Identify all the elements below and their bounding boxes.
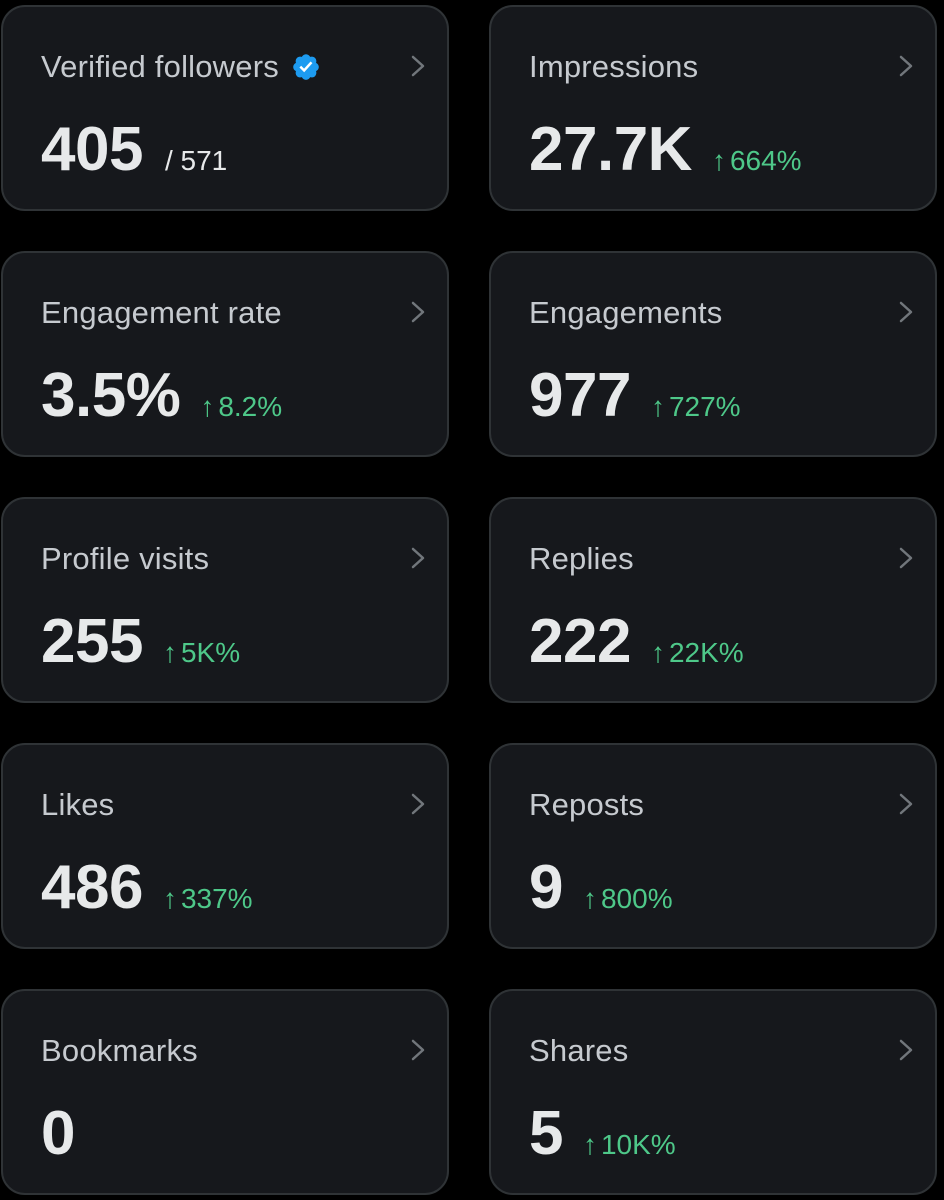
metric-card-replies[interactable]: Replies 222 ↑ 22K%	[489, 497, 937, 703]
chevron-right-icon	[899, 547, 913, 569]
chevron-right-icon	[899, 1039, 913, 1061]
chevron-right-icon	[411, 547, 425, 569]
metric-change: ↑ 5K%	[163, 637, 240, 669]
metric-card-shares[interactable]: Shares 5 ↑ 10K%	[489, 989, 937, 1195]
card-title: Replies	[529, 539, 634, 579]
metric-change-value: 5K%	[180, 637, 241, 668]
chevron-right-icon	[411, 301, 425, 323]
metric-value: 486	[41, 853, 143, 922]
metric-value: 27.7K	[529, 115, 692, 184]
metric-card-engagements[interactable]: Engagements 977 ↑ 727%	[489, 251, 937, 457]
card-value-row: 3.5% ↑ 8.2%	[41, 361, 282, 431]
metric-card-bookmarks[interactable]: Bookmarks 0	[1, 989, 449, 1195]
chevron-right-icon	[899, 55, 913, 77]
metric-change: ↑ 10K%	[583, 1129, 676, 1161]
arrow-up-icon: ↑	[582, 883, 597, 914]
metric-card-impressions[interactable]: Impressions 27.7K ↑ 664%	[489, 5, 937, 211]
card-title: Profile visits	[41, 539, 209, 579]
metric-card-likes[interactable]: Likes 486 ↑ 337%	[1, 743, 449, 949]
card-title-label: Bookmarks	[41, 1033, 198, 1068]
metric-change-value: 727%	[668, 391, 741, 422]
arrow-up-icon: ↑	[200, 391, 215, 422]
card-value-row: 405 / 571	[41, 115, 227, 185]
metric-value: 5	[529, 1099, 563, 1168]
card-title-label: Replies	[529, 541, 634, 576]
metric-value: 0	[41, 1099, 75, 1168]
card-value-row: 5 ↑ 10K%	[529, 1099, 676, 1169]
metric-change: ↑ 22K%	[651, 637, 744, 669]
card-value-row: 9 ↑ 800%	[529, 853, 673, 923]
card-value-row: 486 ↑ 337%	[41, 853, 253, 923]
card-value-row: 0	[41, 1099, 75, 1169]
card-title-label: Engagement rate	[41, 295, 282, 330]
metric-total: / 571	[164, 145, 228, 176]
card-value-row: 977 ↑ 727%	[529, 361, 741, 431]
chevron-right-icon	[411, 1039, 425, 1061]
card-title-label: Impressions	[529, 49, 699, 84]
card-title: Bookmarks	[41, 1031, 198, 1071]
metric-value: 9	[529, 853, 563, 922]
card-title-label: Engagements	[529, 295, 723, 330]
chevron-right-icon	[411, 55, 425, 77]
metric-value: 255	[41, 607, 143, 676]
metric-card-engagement-rate[interactable]: Engagement rate 3.5% ↑ 8.2%	[1, 251, 449, 457]
card-title-label: Shares	[529, 1033, 629, 1068]
metric-value: 222	[529, 607, 631, 676]
metric-change-value: 8.2%	[218, 391, 283, 422]
arrow-up-icon: ↑	[650, 391, 665, 422]
metric-change: ↑ 8.2%	[200, 391, 282, 423]
metric-change-value: 337%	[180, 883, 253, 914]
card-title: Engagement rate	[41, 293, 282, 333]
card-title-label: Profile visits	[41, 541, 210, 576]
card-title: Verified followers	[41, 47, 321, 87]
chevron-right-icon	[899, 301, 913, 323]
metric-value: 3.5%	[41, 361, 181, 430]
metric-change-value: 22K%	[668, 637, 744, 668]
card-title: Reposts	[529, 785, 644, 825]
verified-badge-icon	[291, 52, 321, 82]
arrow-up-icon: ↑	[162, 637, 177, 668]
metric-change: ↑ 664%	[712, 145, 802, 177]
metric-card-profile-visits[interactable]: Profile visits 255 ↑ 5K%	[1, 497, 449, 703]
arrow-up-icon: ↑	[711, 145, 726, 176]
card-value-row: 222 ↑ 22K%	[529, 607, 744, 677]
card-title: Likes	[41, 785, 114, 825]
card-title-label: Reposts	[529, 787, 645, 822]
card-title: Engagements	[529, 293, 723, 333]
card-value-row: 255 ↑ 5K%	[41, 607, 240, 677]
metric-change-value: 664%	[729, 145, 802, 176]
metric-change: ↑ 727%	[651, 391, 741, 423]
metric-change: ↑ 800%	[583, 883, 673, 915]
metric-card-verified-followers[interactable]: Verified followers 405 / 571	[1, 5, 449, 211]
chevron-right-icon	[899, 793, 913, 815]
card-title: Impressions	[529, 47, 698, 87]
arrow-up-icon: ↑	[582, 1129, 597, 1160]
metric-card-reposts[interactable]: Reposts 9 ↑ 800%	[489, 743, 937, 949]
card-title-label: Verified followers	[41, 49, 279, 84]
chevron-right-icon	[411, 793, 425, 815]
metric-change-value: 10K%	[600, 1129, 676, 1160]
metric-value: 405	[41, 115, 143, 184]
metric-value: 977	[529, 361, 631, 430]
card-title-label: Likes	[41, 787, 115, 822]
arrow-up-icon: ↑	[162, 883, 177, 914]
card-value-row: 27.7K ↑ 664%	[529, 115, 802, 185]
card-title: Shares	[529, 1031, 628, 1071]
arrow-up-icon: ↑	[650, 637, 665, 668]
metric-change-value: 800%	[600, 883, 673, 914]
metric-change: ↑ 337%	[163, 883, 253, 915]
